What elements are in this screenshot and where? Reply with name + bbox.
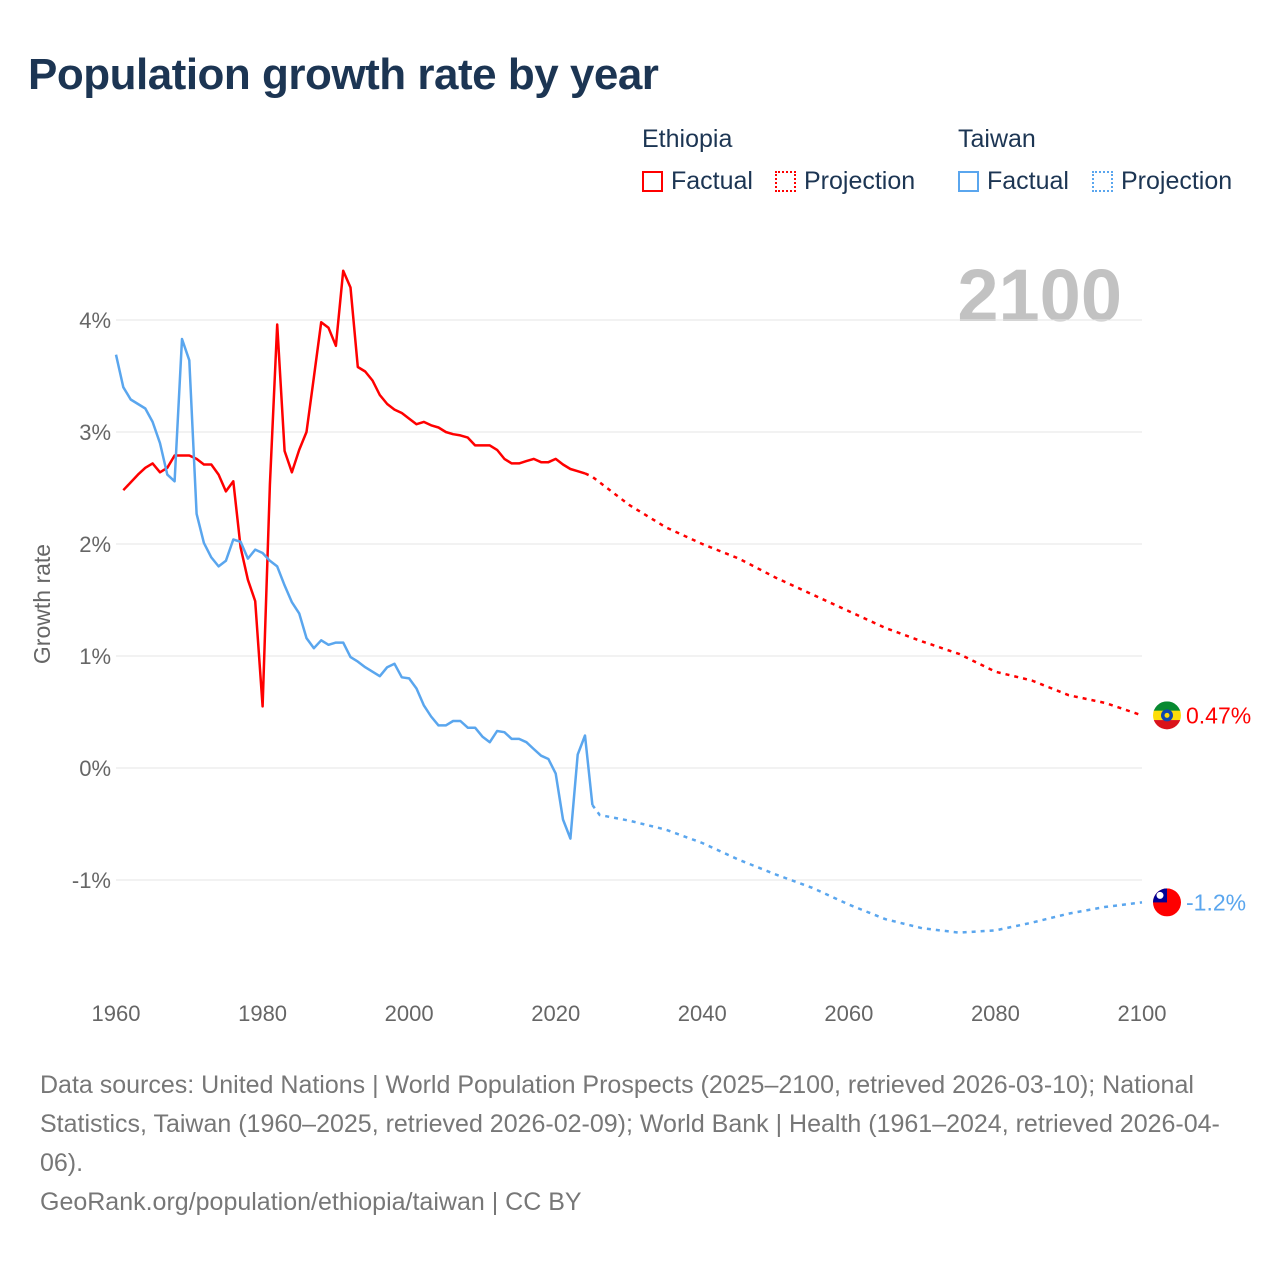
footer: Data sources: United Nations | World Pop… xyxy=(40,1066,1250,1222)
flag-stripe xyxy=(1153,720,1181,730)
x-tick-label: 1960 xyxy=(92,1001,141,1026)
x-tick-label: 2040 xyxy=(678,1001,727,1026)
legend-taiwan-factual[interactable]: Factual xyxy=(958,167,1069,196)
page-title: Population growth rate by year xyxy=(28,50,659,99)
end-value-label: 0.47% xyxy=(1186,702,1251,728)
series-taiwan-projection xyxy=(591,804,1143,934)
x-tick-label: 1980 xyxy=(238,1001,287,1026)
legend-group-taiwan: Taiwan xyxy=(958,125,1036,153)
series-ethiopia-factual xyxy=(122,269,586,708)
series-taiwan-factual xyxy=(114,337,594,840)
swatch-solid-icon xyxy=(958,171,979,192)
x-tick-label: 2020 xyxy=(531,1001,580,1026)
y-tick-label: 4% xyxy=(79,308,111,333)
legend-ethiopia-projection[interactable]: Projection xyxy=(775,167,915,196)
swatch-solid-icon xyxy=(642,171,663,192)
x-tick-label: 2000 xyxy=(385,1001,434,1026)
y-tick-label: -1% xyxy=(72,868,111,893)
y-tick-label: 2% xyxy=(79,532,111,557)
taiwan-flag-icon xyxy=(1153,888,1181,917)
series-ethiopia-projection xyxy=(584,472,1143,717)
year-watermark: 2100 xyxy=(957,254,1122,337)
x-tick-label: 2100 xyxy=(1118,1001,1167,1026)
swatch-dotted-icon xyxy=(1092,171,1113,192)
line-chart: 2100 -1% 0% 1% 2% 3% 4% 1960 1980 2000 2020 2040 20… xyxy=(29,254,1251,1026)
x-tick-label: 2060 xyxy=(824,1001,873,1026)
legend-label: Projection xyxy=(1121,167,1233,195)
data-sources: Data sources: United Nations | World Pop… xyxy=(40,1071,1220,1177)
flag-body xyxy=(1153,888,1181,917)
y-tick-label: 1% xyxy=(79,644,111,669)
x-tick-label: 2080 xyxy=(971,1001,1020,1026)
swatch-dotted-icon xyxy=(775,171,796,192)
flag-star xyxy=(1164,712,1170,718)
ethiopia-flag-icon xyxy=(1153,701,1181,730)
y-tick-label: 3% xyxy=(79,420,111,445)
end-value-label: -1.2% xyxy=(1186,889,1246,915)
flag-stripe xyxy=(1153,701,1181,712)
legend-ethiopia-factual[interactable]: Factual xyxy=(642,167,753,196)
legend-label: Projection xyxy=(804,167,916,195)
y-axis-label: Growth rate xyxy=(29,544,55,664)
legend-taiwan-projection[interactable]: Projection xyxy=(1092,167,1232,196)
y-tick-label: 0% xyxy=(79,756,111,781)
flag-sun xyxy=(1156,891,1164,899)
flag-body xyxy=(1153,701,1181,730)
legend-label: Factual xyxy=(671,167,753,195)
legend-label: Factual xyxy=(987,167,1069,195)
legend-group-ethiopia: Ethiopia xyxy=(642,125,733,153)
credit-link[interactable]: GeoRank.org/population/ethiopia/taiwan |… xyxy=(40,1188,582,1216)
